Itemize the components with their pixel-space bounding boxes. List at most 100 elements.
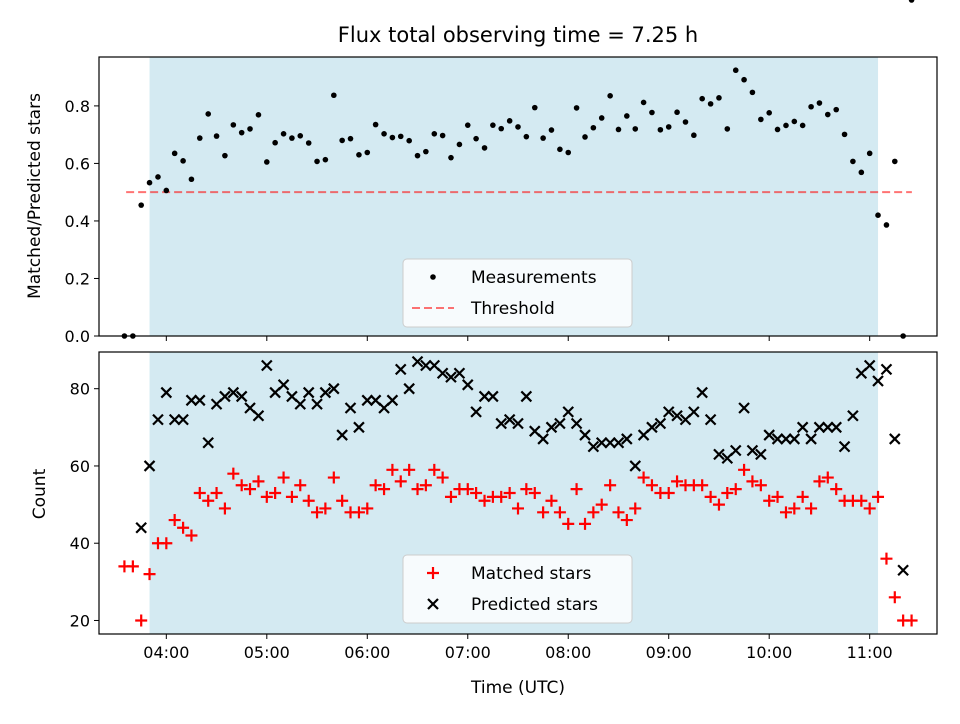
predicted-point bbox=[554, 417, 566, 430]
predicted-point bbox=[478, 390, 491, 403]
predicted-point bbox=[646, 421, 658, 434]
predicted-point bbox=[570, 417, 583, 430]
measurement-point bbox=[598, 115, 605, 121]
measurement-point bbox=[264, 159, 270, 165]
predicted-point bbox=[168, 413, 181, 426]
predicted-point bbox=[436, 367, 449, 380]
matched-point bbox=[260, 490, 273, 503]
predicted-point bbox=[420, 359, 432, 372]
matched-point bbox=[813, 475, 826, 488]
matched-point bbox=[788, 502, 801, 515]
measurement-point bbox=[222, 152, 228, 159]
measurement-point bbox=[213, 133, 220, 139]
matched-point bbox=[562, 517, 575, 530]
measurement-point bbox=[640, 99, 647, 106]
matched-point bbox=[244, 483, 257, 496]
measurement-point bbox=[423, 148, 429, 155]
measurement-point bbox=[624, 113, 630, 119]
matched-point bbox=[763, 494, 776, 507]
matched-point bbox=[168, 514, 181, 527]
matched-point bbox=[419, 479, 432, 492]
measurement-point bbox=[322, 156, 329, 163]
matched-point bbox=[210, 487, 223, 499]
measurement-point bbox=[171, 150, 178, 157]
measurement-point bbox=[531, 104, 538, 111]
matched-point bbox=[595, 498, 608, 511]
matched-point bbox=[872, 490, 885, 503]
top-ylabel: Matched/Predicted stars bbox=[25, 93, 45, 299]
predicted-point bbox=[135, 521, 147, 534]
measurement-point bbox=[490, 122, 496, 128]
legend-predicted-marker bbox=[427, 598, 439, 610]
predicted-point bbox=[361, 394, 374, 407]
predicted-point bbox=[579, 429, 591, 441]
measurement-point bbox=[875, 212, 881, 218]
x-tick-label: 07:00 bbox=[445, 643, 491, 662]
matched-point bbox=[738, 463, 751, 476]
predicted-point bbox=[880, 363, 893, 376]
predicted-point bbox=[143, 460, 156, 472]
measurement-point bbox=[632, 126, 639, 132]
measurement-point bbox=[649, 109, 655, 116]
matched-point bbox=[252, 475, 265, 488]
matched-point bbox=[545, 494, 558, 507]
matched-point bbox=[193, 487, 206, 499]
matched-point bbox=[805, 502, 818, 515]
predicted-point bbox=[587, 440, 600, 453]
matched-point bbox=[444, 490, 457, 503]
measurement-point bbox=[682, 119, 689, 125]
legend-label: Measurements bbox=[471, 268, 597, 288]
matched-point bbox=[821, 471, 834, 484]
measurement-point bbox=[615, 126, 622, 133]
count-panel: 20 40 60 80 04:00 05:00 06:00 07:00 08:00 09:00 10… bbox=[70, 351, 938, 662]
axes-frame bbox=[98, 351, 938, 635]
matched-point bbox=[696, 479, 709, 492]
y-tick-label: 0.6 bbox=[65, 154, 90, 173]
matched-point bbox=[570, 483, 583, 496]
y-tick-label: 0.4 bbox=[65, 212, 90, 231]
matched-point bbox=[369, 479, 382, 492]
measurement-point bbox=[607, 93, 613, 99]
matched-point bbox=[746, 475, 759, 488]
predicted-point bbox=[336, 429, 348, 441]
matched-point bbox=[637, 471, 650, 484]
matched-point bbox=[855, 494, 868, 507]
matched-point bbox=[311, 506, 324, 519]
measurement-point bbox=[314, 158, 320, 165]
measurement-point bbox=[305, 140, 312, 146]
predicted-point bbox=[654, 417, 667, 430]
predicted-point bbox=[696, 386, 708, 399]
measurement-point bbox=[205, 111, 212, 117]
predicted-point bbox=[704, 413, 717, 426]
y-tick-label: 0.2 bbox=[65, 269, 90, 288]
legend-label: Predicted stars bbox=[471, 595, 598, 615]
matched-point bbox=[604, 479, 617, 492]
predicted-point bbox=[738, 402, 750, 414]
x-tick-label: 11:00 bbox=[847, 643, 893, 662]
measurement-point bbox=[439, 132, 446, 139]
matched-point bbox=[202, 494, 215, 507]
y-tick-label: 80 bbox=[70, 380, 90, 399]
predicted-point bbox=[889, 433, 901, 445]
axes-frame bbox=[98, 56, 938, 337]
matched-point bbox=[587, 506, 600, 519]
measurement-point bbox=[272, 139, 278, 146]
measurement-point bbox=[908, 0, 915, 3]
predicted-point bbox=[185, 394, 198, 407]
measurement-point bbox=[858, 169, 865, 176]
measurement-point bbox=[841, 131, 848, 138]
matched-point bbox=[327, 471, 340, 484]
measurement-point bbox=[163, 187, 170, 194]
predicted-point bbox=[411, 355, 424, 368]
measurement-point bbox=[431, 130, 438, 137]
predicted-point bbox=[897, 564, 909, 577]
measurement-point bbox=[741, 76, 747, 83]
matched-point bbox=[461, 483, 474, 496]
predicted-point bbox=[261, 359, 273, 372]
measurement-point bbox=[548, 127, 555, 133]
matched-point bbox=[620, 514, 633, 527]
measurement-point bbox=[758, 116, 764, 123]
measurement-point bbox=[691, 132, 697, 139]
predicted-point bbox=[445, 371, 457, 383]
